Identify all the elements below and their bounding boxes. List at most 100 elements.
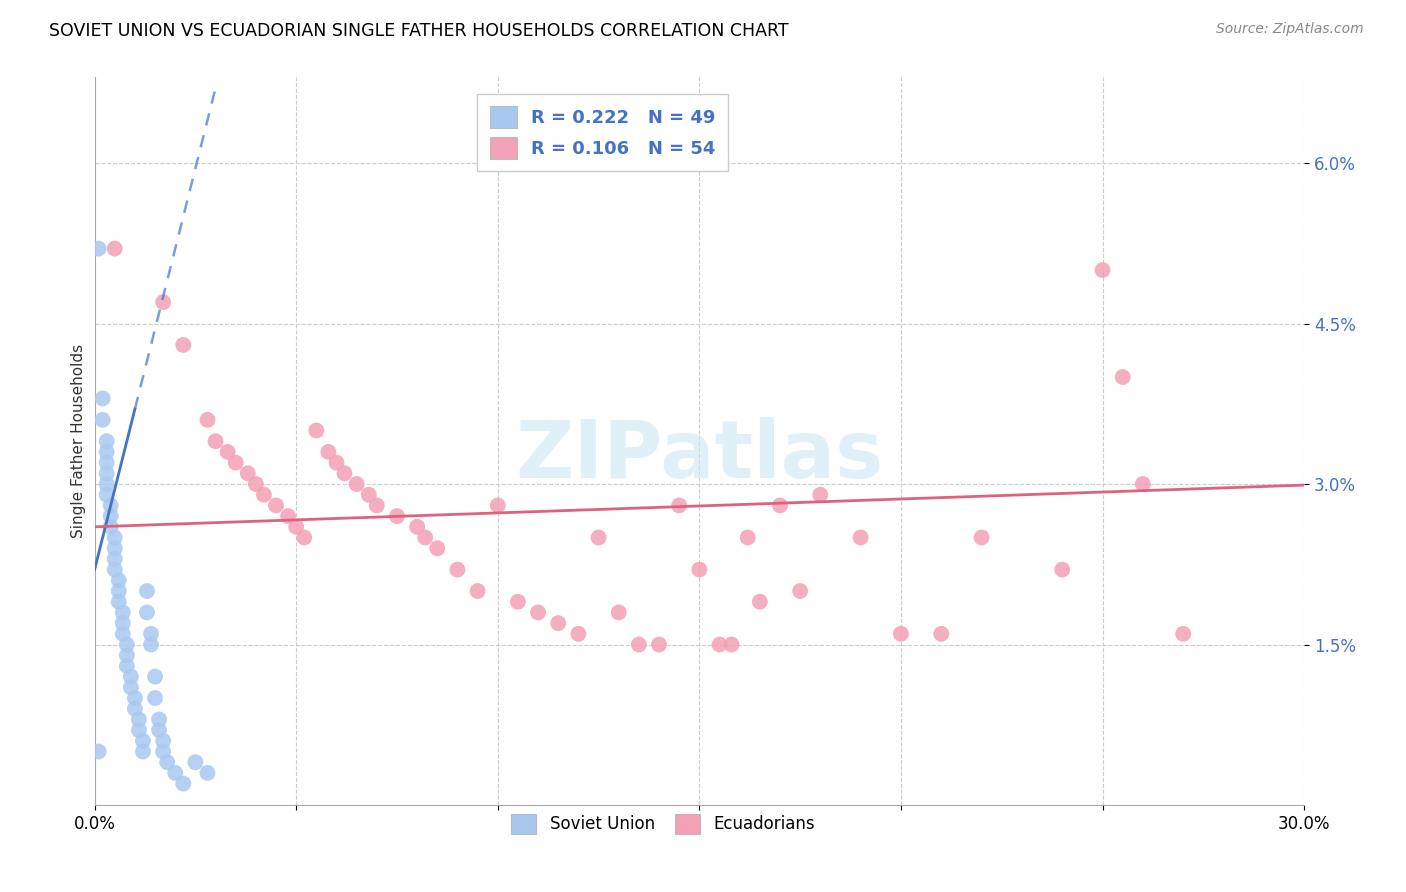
Point bbox=[849, 531, 872, 545]
Point bbox=[139, 627, 162, 641]
Legend: Soviet Union, Ecuadorians: Soviet Union, Ecuadorians bbox=[502, 804, 825, 844]
Point bbox=[217, 445, 239, 459]
Point bbox=[96, 434, 118, 449]
Point bbox=[890, 627, 912, 641]
Point bbox=[100, 509, 122, 524]
Point bbox=[104, 242, 127, 256]
Point bbox=[136, 606, 159, 620]
Point bbox=[245, 477, 267, 491]
Point bbox=[1091, 263, 1114, 277]
Point bbox=[87, 745, 110, 759]
Point bbox=[152, 734, 174, 748]
Point bbox=[115, 659, 138, 673]
Point bbox=[91, 413, 114, 427]
Point bbox=[148, 713, 170, 727]
Point bbox=[769, 499, 792, 513]
Point bbox=[139, 638, 162, 652]
Y-axis label: Single Father Households: Single Father Households bbox=[72, 344, 86, 538]
Point bbox=[148, 723, 170, 738]
Point bbox=[136, 584, 159, 599]
Point bbox=[104, 563, 127, 577]
Text: SOVIET UNION VS ECUADORIAN SINGLE FATHER HOUSEHOLDS CORRELATION CHART: SOVIET UNION VS ECUADORIAN SINGLE FATHER… bbox=[49, 22, 789, 40]
Point bbox=[100, 499, 122, 513]
Point bbox=[96, 488, 118, 502]
Point bbox=[808, 488, 831, 502]
Point bbox=[277, 509, 299, 524]
Point bbox=[91, 392, 114, 406]
Point bbox=[111, 627, 134, 641]
Point bbox=[107, 574, 129, 588]
Point bbox=[929, 627, 952, 641]
Point bbox=[120, 681, 142, 695]
Point bbox=[104, 531, 127, 545]
Point bbox=[96, 456, 118, 470]
Point bbox=[406, 520, 429, 534]
Point bbox=[115, 648, 138, 663]
Point bbox=[96, 477, 118, 491]
Point bbox=[172, 338, 194, 352]
Point bbox=[204, 434, 226, 449]
Point bbox=[527, 606, 550, 620]
Point bbox=[156, 755, 179, 769]
Point bbox=[970, 531, 993, 545]
Point bbox=[467, 584, 489, 599]
Point bbox=[366, 499, 388, 513]
Point bbox=[426, 541, 449, 556]
Point bbox=[172, 776, 194, 790]
Point bbox=[264, 499, 287, 513]
Point bbox=[1132, 477, 1154, 491]
Point bbox=[446, 563, 468, 577]
Point bbox=[104, 541, 127, 556]
Point bbox=[132, 734, 155, 748]
Point bbox=[236, 467, 259, 481]
Point bbox=[318, 445, 340, 459]
Point bbox=[111, 616, 134, 631]
Point bbox=[87, 242, 110, 256]
Point bbox=[107, 584, 129, 599]
Point bbox=[115, 638, 138, 652]
Point bbox=[96, 467, 118, 481]
Point bbox=[96, 445, 118, 459]
Point bbox=[132, 745, 155, 759]
Point bbox=[104, 552, 127, 566]
Text: ZIPatlas: ZIPatlas bbox=[515, 417, 883, 495]
Point bbox=[152, 295, 174, 310]
Point bbox=[668, 499, 690, 513]
Point bbox=[165, 765, 187, 780]
Point bbox=[305, 424, 328, 438]
Point bbox=[100, 520, 122, 534]
Point bbox=[120, 670, 142, 684]
Point bbox=[789, 584, 811, 599]
Point bbox=[128, 723, 150, 738]
Point bbox=[1173, 627, 1195, 641]
Point bbox=[292, 531, 315, 545]
Point bbox=[1112, 370, 1135, 384]
Point bbox=[648, 638, 671, 652]
Point bbox=[124, 702, 146, 716]
Point bbox=[225, 456, 247, 470]
Point bbox=[627, 638, 650, 652]
Point bbox=[506, 595, 529, 609]
Point bbox=[197, 413, 219, 427]
Point bbox=[1050, 563, 1073, 577]
Point bbox=[588, 531, 610, 545]
Point bbox=[413, 531, 436, 545]
Point bbox=[688, 563, 710, 577]
Point bbox=[143, 670, 166, 684]
Point bbox=[385, 509, 408, 524]
Point bbox=[346, 477, 368, 491]
Point bbox=[325, 456, 347, 470]
Point bbox=[285, 520, 308, 534]
Point bbox=[253, 488, 276, 502]
Point bbox=[547, 616, 569, 631]
Point bbox=[128, 713, 150, 727]
Point bbox=[607, 606, 630, 620]
Point bbox=[709, 638, 731, 652]
Point bbox=[720, 638, 742, 652]
Point bbox=[184, 755, 207, 769]
Point bbox=[143, 691, 166, 706]
Point bbox=[748, 595, 770, 609]
Point bbox=[737, 531, 759, 545]
Point bbox=[197, 765, 219, 780]
Point bbox=[567, 627, 589, 641]
